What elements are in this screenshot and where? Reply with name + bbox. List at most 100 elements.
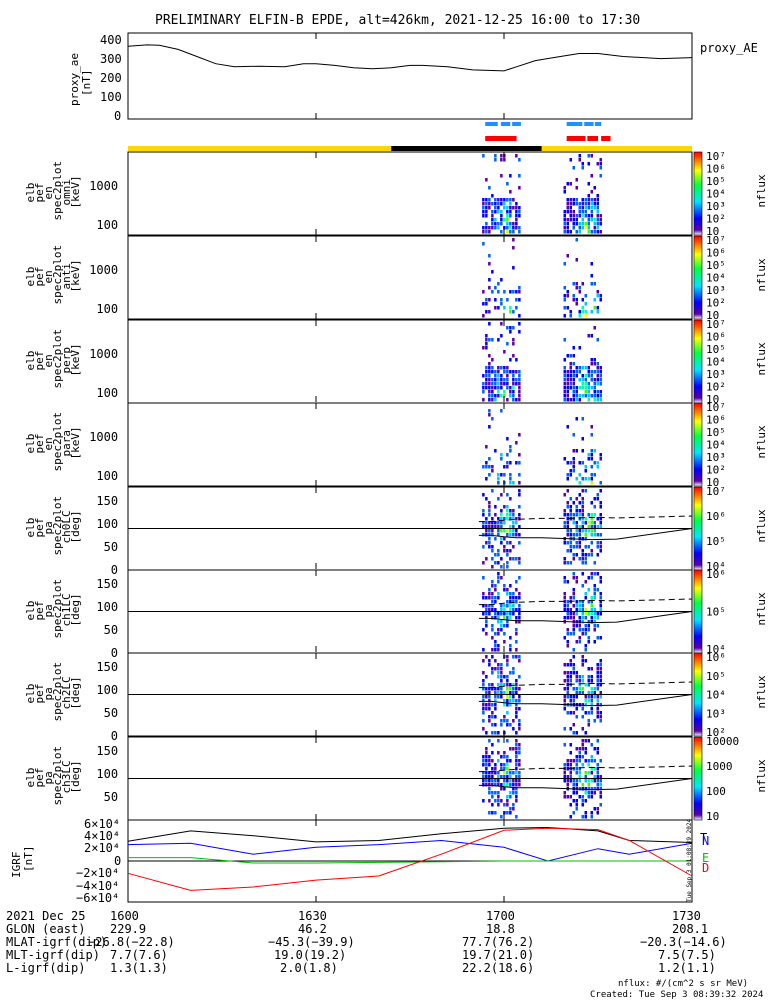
spectrogram-cell [512,230,515,234]
spectrogram-cell [482,799,485,803]
spectrogram-cell [518,596,521,600]
colorbar-tick: 1000 [706,760,733,773]
spectrogram-cell [599,166,602,170]
spectrogram-cell [575,529,578,533]
table-cell: 1.2(1.1) [658,961,716,975]
spectrogram-cell [587,398,590,402]
side-timestamp: Tue Sep 3 01:08:39 2024 [686,819,693,902]
spectrogram-cell [515,226,518,230]
spectrogram-cell [485,521,488,525]
y-axis-label: [keV] [69,426,82,459]
spectrogram-cell [494,799,497,803]
spectrogram-cell [578,493,581,497]
spectrogram-cell [596,811,599,815]
spectrogram-cell [494,154,497,158]
spectrogram-cell [500,695,503,699]
spectrogram-cell [563,457,566,461]
spectrogram-cell [590,667,593,671]
spectrogram-cell [596,226,599,230]
spectrogram-cell [506,624,509,628]
spectrogram-cell [518,751,521,755]
spectrogram-cell [593,584,596,588]
spectrogram-cell [596,294,599,298]
spectrogram-cell [590,525,593,529]
spectrogram-cell [497,561,500,565]
colorbar-tick: 10 [706,225,719,238]
spectrogram-cell [581,584,584,588]
spectrogram-cell [563,366,566,370]
spectrogram-cell [509,206,512,210]
spectrogram-cell [575,675,578,679]
spectrogram-cell [569,763,572,767]
y-axis-label: anti [60,263,73,290]
spectrogram-cell [599,398,602,402]
spectrogram-cell [485,334,488,338]
igrf-ytick: −2×10⁴ [76,866,119,880]
spectrogram-cell [515,628,518,632]
spectrogram-cell [509,461,512,465]
spectrogram-cell [569,767,572,771]
spectrogram-cell [590,707,593,711]
spectrogram-cell [497,386,500,390]
spectrogram-cell [509,533,512,537]
spectrogram-cell [509,807,512,811]
spectrogram-cell [584,580,587,584]
spectrogram-cell [485,655,488,659]
y-tick-label: 50 [104,540,118,554]
spectrogram-cell [494,449,497,453]
spectrogram-cell [497,529,500,533]
spectrogram-cell [482,771,485,775]
spectrogram-cell [509,636,512,640]
spectrogram-cell [584,624,587,628]
spectrogram-cell [482,210,485,214]
spectrogram-cell [596,366,599,370]
spectrogram-cell [518,298,521,302]
spectrogram-cell [488,604,491,608]
spectrogram-cell [587,624,590,628]
spectrogram-cell [494,386,497,390]
spectrogram-cell [512,266,515,270]
spectrogram-cell [572,294,575,298]
spectrogram-cell [512,727,515,731]
spectrogram-cell [596,636,599,640]
spectrogram-cell [509,202,512,206]
spectrogram-cell [518,433,521,437]
spectrogram-cell [497,739,500,743]
spectrogram-cell [581,715,584,719]
spectrogram-cell [575,783,578,787]
spectrogram-cell [503,604,506,608]
spectrogram-cell [488,509,491,513]
colorbar-tick: 10³ [706,284,726,297]
spectrogram-cell [563,763,566,767]
y-tick-label: 50 [104,623,118,637]
spectrogram-cell [590,230,593,234]
spectrogram-cell [578,533,581,537]
spectrogram-cell [485,230,488,234]
obo-segment [601,136,611,141]
spectrogram-cell [581,477,584,481]
spectrogram-cell [482,699,485,703]
colorbar-tick: 10000 [706,735,739,748]
spectrogram-cell [566,513,569,517]
spectrogram-cell [512,370,515,374]
spectrogram-cell [590,190,593,194]
ibo-segment [594,122,602,126]
spectrogram-cell [482,226,485,230]
spectrogram-cell [488,198,491,202]
obo-segment [485,136,517,141]
colorbar-tick: 10³ [706,707,726,720]
spectrogram-cell [500,322,503,326]
spectrogram-cell [485,759,488,763]
spectrogram-cell [518,210,521,214]
spectrogram-cell [575,771,578,775]
spectrogram-cell [569,803,572,807]
spectrogram-cell [581,282,584,286]
spectrogram-cell [491,270,494,274]
spectrogram-cell [497,576,500,580]
spectrogram-cell [578,481,581,485]
spectrogram-cell [503,787,506,791]
spectrogram-cell [503,473,506,477]
spectrogram-cell [491,703,494,707]
ibo-segment [566,122,583,126]
colorbar [693,402,703,487]
